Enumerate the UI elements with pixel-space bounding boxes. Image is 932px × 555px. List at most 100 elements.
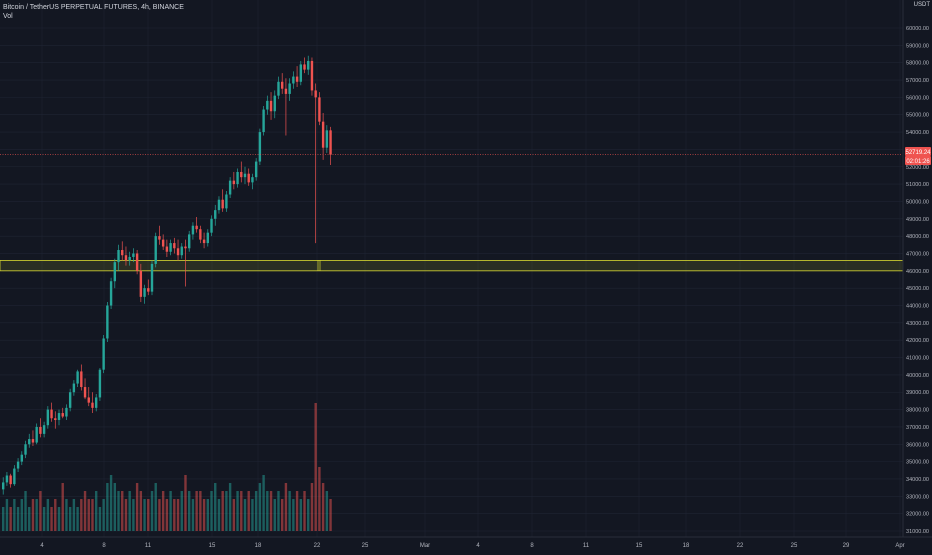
- volume-bar: [214, 483, 217, 531]
- volume-label[interactable]: Vol: [3, 13, 13, 20]
- volume-bar: [28, 507, 31, 531]
- candle-body: [124, 255, 128, 261]
- volume-bar: [284, 483, 288, 531]
- price-axis[interactable]: 60000.00 59000.00 58000.00 57000.00 56000.00…: [906, 26, 929, 535]
- price-tick-label: 50000.00: [906, 199, 929, 205]
- candle-body: [321, 121, 325, 148]
- volume-bar: [307, 499, 310, 531]
- volume-bar: [121, 491, 124, 531]
- candle-body: [161, 239, 165, 247]
- candle-body: [61, 413, 64, 417]
- volume-bar: [132, 499, 135, 531]
- price-tick-label: 33000.00: [906, 494, 929, 500]
- candle-body: [295, 76, 299, 82]
- last-price-tag: [905, 147, 931, 156]
- candle-body: [188, 234, 191, 249]
- price-tick-label: 32000.00: [906, 512, 929, 518]
- candle-body: [72, 383, 76, 393]
- symbol-title[interactable]: Bitcoin / TetherUS PERPETUAL FUTURES, 4h…: [3, 4, 184, 11]
- price-tick-label: 55000.00: [906, 113, 929, 119]
- candle-body: [303, 64, 306, 70]
- candle-body: [210, 218, 213, 233]
- volume-bar: [310, 483, 314, 531]
- volume-bar: [143, 499, 146, 531]
- volume-bar: [124, 499, 128, 531]
- volume-bar: [139, 491, 143, 531]
- time-axis[interactable]: 4 8 11 15 18 22 25 Mar 4 8 11 15 18 22 25 29 Apr: [40, 543, 904, 549]
- price-labels: 52719.24 02:01:26: [905, 147, 931, 165]
- candle-body: [206, 232, 209, 244]
- volume-bar: [154, 483, 157, 531]
- candle-body: [228, 180, 232, 195]
- candle-body: [139, 270, 143, 297]
- volume-bar: [277, 491, 280, 531]
- volume-bar: [243, 499, 247, 531]
- volume-bar: [13, 499, 16, 531]
- volume-bar: [303, 491, 306, 531]
- volume-bar: [16, 507, 20, 531]
- time-axis-panel[interactable]: [0, 537, 932, 550]
- candle-body: [113, 262, 116, 282]
- candle-body: [277, 81, 280, 96]
- price-axis-panel[interactable]: [903, 0, 932, 537]
- volume-bar: [165, 499, 169, 531]
- volume-bar: [80, 499, 83, 531]
- candle-body: [102, 338, 105, 370]
- volume-bar: [325, 491, 329, 531]
- price-tick-label: 49000.00: [906, 217, 929, 223]
- volume-bar: [150, 491, 154, 531]
- price-tick-label: 35000.00: [906, 460, 929, 466]
- volume-bar: [247, 491, 250, 531]
- volume-bar: [161, 491, 165, 531]
- volume-bar: [210, 491, 213, 531]
- volume-bar: [295, 491, 299, 531]
- support-zone-rect[interactable]: [0, 260, 904, 272]
- candle-body: [258, 132, 262, 162]
- candle-body: [46, 409, 50, 426]
- volume-bar: [176, 499, 180, 531]
- volume-bar: [188, 491, 191, 531]
- volume-bar: [102, 499, 105, 531]
- candle-body: [191, 225, 195, 235]
- price-tick-label: 51000.00: [906, 182, 929, 188]
- volume-bar: [221, 491, 224, 531]
- candle-body: [135, 253, 139, 271]
- time-tick-label: 25: [362, 543, 369, 549]
- volume-bar: [169, 491, 172, 531]
- time-tick-label: 22: [737, 543, 744, 549]
- candle-body: [221, 199, 224, 209]
- time-tick-label: 8: [530, 543, 534, 549]
- candle-body: [236, 171, 239, 185]
- candle-body: [91, 402, 94, 408]
- volume-bar: [329, 499, 332, 531]
- time-tick-label: 29: [843, 543, 850, 549]
- time-tick-label: 11: [583, 543, 590, 549]
- price-tick-label: 41000.00: [906, 356, 929, 362]
- candle-body: [318, 97, 321, 122]
- candle-body: [87, 397, 90, 403]
- volume-bar: [217, 499, 221, 531]
- volume-bar: [72, 499, 76, 531]
- price-tick-label: 47000.00: [906, 251, 929, 257]
- currency-label[interactable]: USDT: [913, 2, 930, 8]
- candle-body: [240, 171, 243, 178]
- volume-bar: [39, 491, 42, 531]
- volume-bar: [321, 483, 325, 531]
- price-tick-label: 59000.00: [906, 43, 929, 49]
- candle-body: [50, 409, 53, 419]
- price-tick-label: 48000.00: [906, 234, 929, 240]
- candle-body: [121, 250, 124, 256]
- candle-body: [117, 250, 120, 263]
- candle-body: [2, 482, 5, 490]
- volume-bar: [232, 499, 236, 531]
- candle-body: [147, 288, 150, 292]
- volume-bar: [269, 491, 273, 531]
- price-tick-label: 43000.00: [906, 321, 929, 327]
- support-zone[interactable]: [0, 260, 904, 272]
- candle-body: [31, 439, 35, 443]
- volume-bar: [273, 499, 276, 531]
- time-tick-label: 22: [314, 543, 321, 549]
- candle-body: [16, 461, 20, 469]
